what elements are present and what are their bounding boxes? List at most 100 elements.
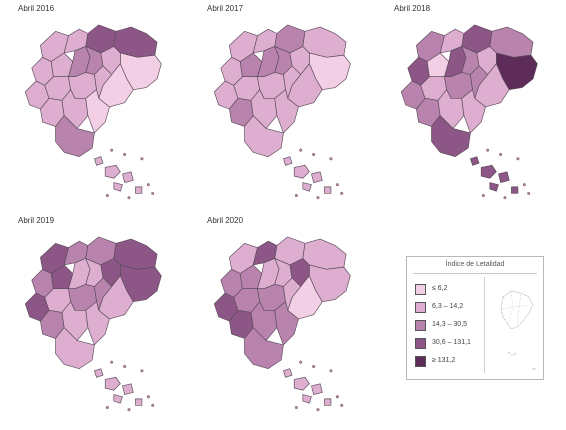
galapagos-islet: [516, 157, 520, 161]
province-region: [55, 327, 95, 369]
legend-label: 30,6 – 131,1: [432, 339, 471, 346]
province-region: [274, 301, 299, 346]
galapagos-island: [489, 182, 499, 192]
galapagos-island: [498, 171, 510, 183]
legend-swatch: [415, 356, 426, 367]
galapagos-island: [135, 398, 143, 406]
galapagos-island: [104, 164, 121, 179]
galapagos-islet: [127, 408, 131, 412]
panel-title: Abril 2016: [18, 4, 55, 13]
galapagos-islet: [312, 152, 316, 156]
galapagos-islet: [110, 360, 114, 364]
galapagos-islet: [299, 148, 303, 152]
legend-label: 6,3 – 14,2: [432, 303, 464, 310]
galapagos-islet: [146, 395, 150, 399]
map-panel-2017: Abril 2017: [207, 4, 357, 209]
galapagos-islet: [312, 364, 316, 368]
legend-label: ≥ 131,2: [432, 357, 456, 364]
galapagos-island: [282, 368, 293, 378]
galapagos-island: [122, 171, 134, 183]
legend-swatch: [415, 338, 426, 349]
galapagos-island: [324, 398, 332, 406]
map-panel-2019: Abril 2019: [18, 216, 168, 421]
map-legend: Índice de Letalidad ≤ 6,2 6,3 – 14,2 14,…: [406, 256, 544, 380]
galapagos-islet: [340, 191, 344, 195]
galapagos-islet: [105, 406, 109, 410]
galapagos-islet: [481, 194, 485, 198]
galapagos-islet: [105, 194, 109, 198]
galapagos-island: [324, 186, 332, 194]
galapagos-islet: [522, 183, 526, 187]
choropleth-map: [24, 236, 162, 412]
locator-inset-map: [500, 290, 536, 370]
legend-swatch: [415, 284, 426, 295]
galapagos-island: [311, 171, 323, 183]
map-panel-2020: Abril 2020: [207, 216, 357, 421]
galapagos-islet: [486, 148, 490, 152]
province-region: [85, 301, 110, 346]
galapagos-island: [293, 164, 310, 179]
galapagos-island: [302, 182, 312, 192]
galapagos-islet: [299, 360, 303, 364]
galapagos-island: [480, 164, 497, 179]
panel-title: Abril 2018: [394, 4, 431, 13]
galapagos-islet: [503, 196, 507, 200]
legend-label: 14,3 – 30,5: [432, 321, 468, 328]
galapagos-island: [293, 376, 310, 391]
galapagos-island: [104, 376, 121, 391]
galapagos-islet: [335, 395, 339, 399]
galapagos-island: [113, 394, 123, 404]
province-region: [244, 327, 284, 369]
galapagos-islet: [340, 403, 344, 407]
galapagos-islet: [110, 148, 114, 152]
galapagos-islet: [151, 403, 155, 407]
panel-title: Abril 2020: [207, 216, 244, 225]
inset-internal-lines: [500, 290, 530, 328]
map-panel-2018: Abril 2018: [394, 4, 544, 209]
galapagos-islet: [140, 369, 144, 373]
inset-islands: [508, 352, 536, 370]
galapagos-islet: [140, 157, 144, 161]
province-region: [85, 89, 110, 134]
legend-swatch: [415, 302, 426, 313]
choropleth-map: [213, 24, 351, 200]
galapagos-island: [469, 156, 480, 166]
galapagos-island: [93, 156, 104, 166]
galapagos-islet: [329, 369, 333, 373]
galapagos-islet: [123, 152, 127, 156]
galapagos-island: [113, 182, 123, 192]
galapagos-islet: [294, 194, 298, 198]
province-region: [461, 89, 486, 134]
panel-title: Abril 2017: [207, 4, 244, 13]
galapagos-islet: [294, 406, 298, 410]
galapagos-islet: [335, 183, 339, 187]
galapagos-islet: [146, 183, 150, 187]
galapagos-island: [93, 368, 104, 378]
galapagos-islet: [316, 408, 320, 412]
panel-title: Abril 2019: [18, 216, 55, 225]
galapagos-islet: [127, 196, 131, 200]
legend-title: Índice de Letalidad: [445, 261, 505, 268]
galapagos-islet: [151, 191, 155, 195]
province-region: [431, 115, 471, 157]
inset-mainland-outline: [500, 290, 534, 330]
province-region: [244, 115, 284, 157]
legend-label: ≤ 6,2: [432, 285, 448, 292]
galapagos-island: [511, 186, 519, 194]
legend-separator: [484, 277, 485, 373]
galapagos-islet: [329, 157, 333, 161]
galapagos-islet: [527, 191, 531, 195]
galapagos-islet: [316, 196, 320, 200]
legend-swatch: [415, 320, 426, 331]
legend-divider: [413, 273, 537, 274]
choropleth-map: [213, 236, 351, 412]
galapagos-island: [311, 383, 323, 395]
galapagos-island: [282, 156, 293, 166]
choropleth-map: [24, 24, 162, 200]
map-panel-2016: Abril 2016: [18, 4, 168, 209]
province-region: [55, 115, 95, 157]
galapagos-island: [135, 186, 143, 194]
galapagos-islet: [499, 152, 503, 156]
galapagos-island: [302, 394, 312, 404]
province-region: [274, 89, 299, 134]
